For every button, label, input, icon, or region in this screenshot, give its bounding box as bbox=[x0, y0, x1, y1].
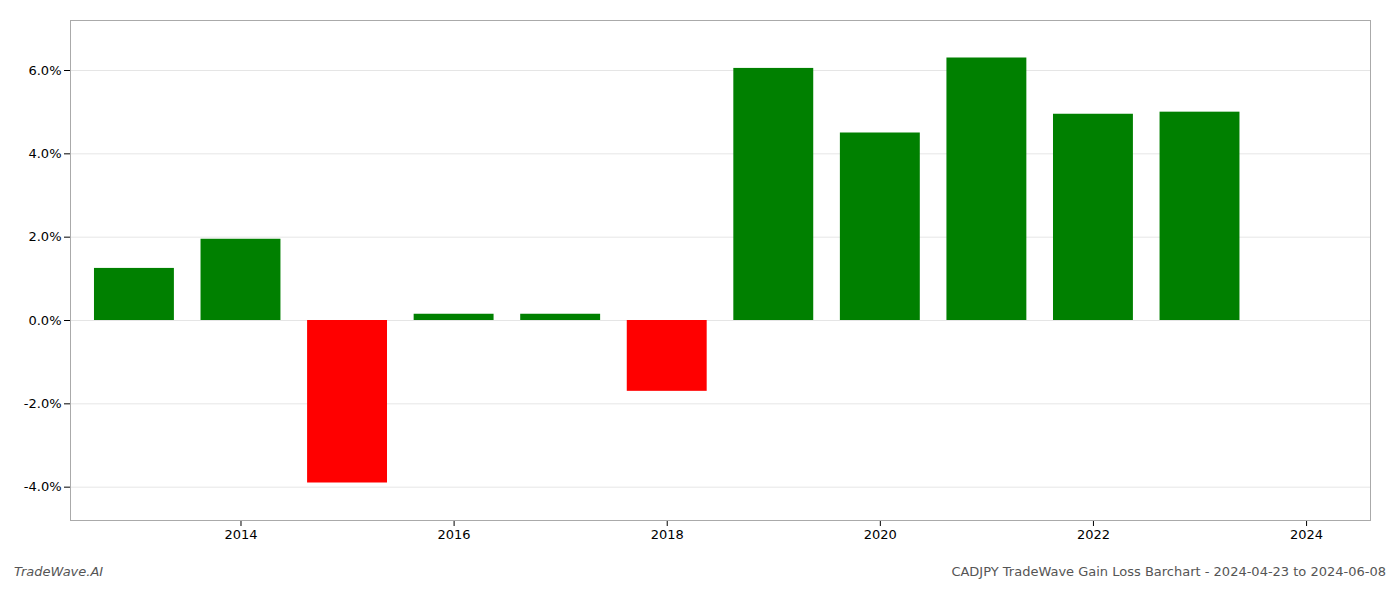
html-text:TradeWave.AI: TradeWave.AI bbox=[14, 564, 104, 579]
svg-text:2016: 2016 bbox=[438, 527, 471, 542]
svg-text:-4.0%: -4.0% bbox=[24, 479, 62, 494]
svg-text:2014: 2014 bbox=[224, 527, 257, 542]
html-text:CADJPY TradeWave Gain Loss Bar: CADJPY TradeWave Gain Loss Barchart - 20… bbox=[951, 564, 1386, 579]
svg-text:2022: 2022 bbox=[1077, 527, 1110, 542]
svg-text:0.0%: 0.0% bbox=[28, 313, 61, 328]
svg-text:2020: 2020 bbox=[864, 527, 897, 542]
svg-text:2.0%: 2.0% bbox=[28, 229, 61, 244]
svg-text:2024: 2024 bbox=[1290, 527, 1323, 542]
svg-text:6.0%: 6.0% bbox=[28, 63, 61, 78]
svg-text:-2.0%: -2.0% bbox=[24, 396, 62, 411]
svg-text:4.0%: 4.0% bbox=[28, 146, 61, 161]
svg-text:2018: 2018 bbox=[651, 527, 684, 542]
